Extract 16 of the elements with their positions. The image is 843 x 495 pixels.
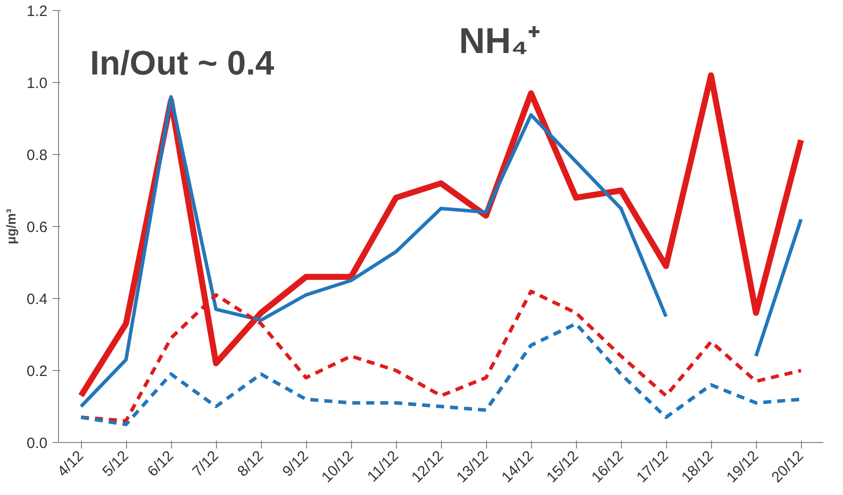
x-tick-label: 5/12 — [99, 447, 132, 480]
x-tick-label: 6/12 — [144, 447, 178, 480]
y-tick-label: 0.0 — [26, 435, 48, 452]
y-tick-label: 0.8 — [26, 147, 48, 164]
chart-title: NH₄⁺ — [459, 20, 540, 61]
y-tick-label: 1.0 — [26, 75, 48, 92]
annotation: In/Out ~ 0.4 — [90, 44, 274, 82]
y-tick-label: 0.4 — [26, 291, 48, 308]
x-tick-label: 9/12 — [279, 447, 312, 480]
x-tick-label: 4/12 — [54, 447, 88, 480]
y-tick-label: 0.6 — [26, 219, 48, 236]
y-tick-label: 1.2 — [26, 3, 48, 20]
x-tick-label: 7/12 — [189, 447, 222, 480]
y-tick-label: 0.2 — [26, 363, 48, 380]
x-tick-label: 8/12 — [234, 447, 268, 480]
y-axis-title: μg/m³ — [4, 208, 19, 244]
